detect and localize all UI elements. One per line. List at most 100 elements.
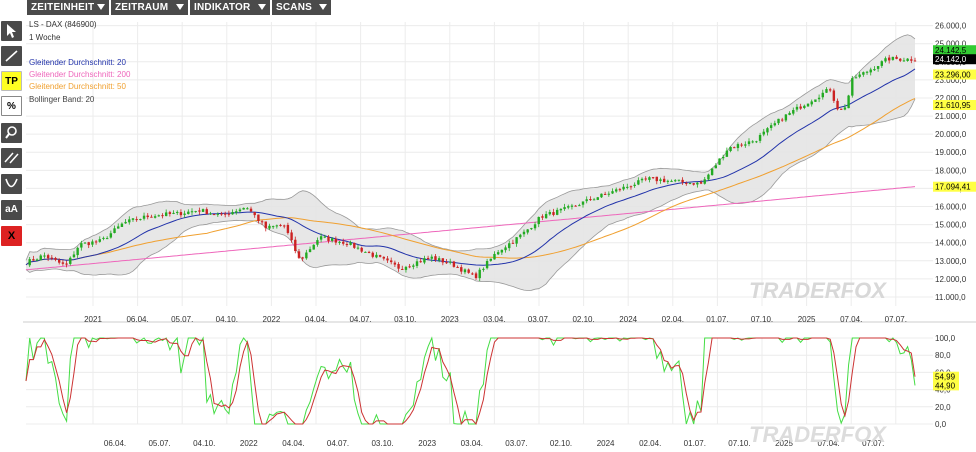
candle-body xyxy=(677,179,681,181)
price-x-label: 02.04. xyxy=(662,315,684,324)
text-tool-button[interactable]: aA xyxy=(1,200,22,220)
candle-body xyxy=(496,252,500,255)
candle-body xyxy=(651,177,655,179)
candle-body xyxy=(603,193,607,195)
candle-body xyxy=(452,261,456,267)
candle-body xyxy=(43,255,46,257)
candle-body xyxy=(98,239,101,242)
cursor-icon xyxy=(7,24,16,38)
candle-body xyxy=(910,59,913,61)
candle xyxy=(334,236,338,246)
candle xyxy=(670,179,673,182)
candle-body xyxy=(334,238,338,243)
price-tick-label: 22.000,0 xyxy=(935,94,967,103)
arc-tool-button[interactable] xyxy=(1,174,22,194)
menu-scans[interactable]: SCANS xyxy=(272,0,332,15)
candle xyxy=(862,71,865,77)
candle xyxy=(603,191,607,195)
stoch-x-label: 04.07. xyxy=(327,439,349,448)
candle xyxy=(231,209,234,215)
price-x-label: 2021 xyxy=(84,315,102,324)
candle xyxy=(718,158,721,166)
candle-body xyxy=(201,209,205,212)
candle-body xyxy=(242,207,245,210)
candle xyxy=(43,252,46,259)
chart-canvas[interactable]: 11.000,0 12.000,0 13.000,0 14.000,0 15.000,0… xyxy=(23,16,976,452)
candle-body xyxy=(482,268,485,270)
candle-body xyxy=(445,262,448,264)
candle xyxy=(674,179,677,183)
candle xyxy=(360,246,363,253)
candle xyxy=(707,173,710,181)
menu-zeitraum[interactable]: ZEITRAUM xyxy=(111,0,189,15)
candle xyxy=(246,207,249,210)
candle xyxy=(758,132,762,144)
candle xyxy=(622,183,625,191)
tp-tool-button[interactable]: TP xyxy=(1,71,22,91)
candle xyxy=(817,94,821,103)
candle xyxy=(183,210,186,218)
candle xyxy=(235,208,238,215)
candle-body xyxy=(622,186,625,190)
candle-body xyxy=(544,214,548,219)
candle-body xyxy=(54,257,57,260)
candle xyxy=(740,142,743,148)
candle xyxy=(762,128,765,137)
stoch-x-label: 2024 xyxy=(597,439,615,448)
candle-body xyxy=(485,261,489,269)
candle xyxy=(751,140,754,144)
candle xyxy=(585,196,588,204)
candle xyxy=(526,229,529,235)
price-value-label: 23.296,00 xyxy=(935,71,971,80)
channel-tool-button[interactable] xyxy=(1,148,22,168)
candle-body xyxy=(83,242,87,244)
candle xyxy=(194,210,197,213)
candle xyxy=(449,258,452,265)
candle xyxy=(880,60,884,68)
delete-drawings-button[interactable]: X xyxy=(1,226,22,246)
candle-body xyxy=(386,258,389,261)
stoch-x-label: 01.07. xyxy=(684,439,706,448)
candle xyxy=(209,211,212,216)
candle xyxy=(242,207,245,210)
line-tool-button[interactable] xyxy=(1,46,22,66)
candle-body xyxy=(323,236,326,238)
menu-zeiteinheit[interactable]: ZEITEINHEIT xyxy=(27,0,110,15)
candle xyxy=(389,257,393,265)
candle xyxy=(419,258,422,263)
candle-body xyxy=(552,212,555,215)
candle-body xyxy=(356,247,360,249)
candle xyxy=(504,245,507,253)
percent-tool-button[interactable]: % xyxy=(1,96,22,116)
price-value-box xyxy=(933,45,976,56)
candle xyxy=(666,179,670,185)
candle xyxy=(659,177,662,184)
candle xyxy=(452,260,456,268)
candle xyxy=(788,111,791,116)
candle-body xyxy=(644,178,647,180)
candle-body xyxy=(880,61,884,66)
menu-indikator[interactable]: INDIKATOR xyxy=(190,0,271,15)
price-tick-label: 26.000,0 xyxy=(935,22,967,31)
legend-ma50: Gleitender Durchschnitt: 50 xyxy=(29,82,126,91)
cursor-tool-button[interactable] xyxy=(1,21,22,41)
candle-body xyxy=(190,211,194,213)
candle xyxy=(294,236,297,254)
candle-body xyxy=(139,219,142,221)
candle-body xyxy=(364,251,367,253)
candle xyxy=(463,268,467,275)
candle-body xyxy=(762,131,765,135)
candle xyxy=(437,256,441,263)
zoom-tool-button[interactable] xyxy=(1,123,22,143)
candle-body xyxy=(345,244,349,246)
candle xyxy=(128,216,131,225)
candle-body xyxy=(773,123,777,126)
candle-body xyxy=(419,261,422,263)
candle xyxy=(264,221,267,232)
candle-body xyxy=(260,221,264,223)
price-tick-label: 11.000,0 xyxy=(935,293,966,302)
candle xyxy=(825,87,828,93)
candle xyxy=(876,65,880,72)
candle-body xyxy=(198,210,201,212)
price-value-box xyxy=(933,181,976,192)
